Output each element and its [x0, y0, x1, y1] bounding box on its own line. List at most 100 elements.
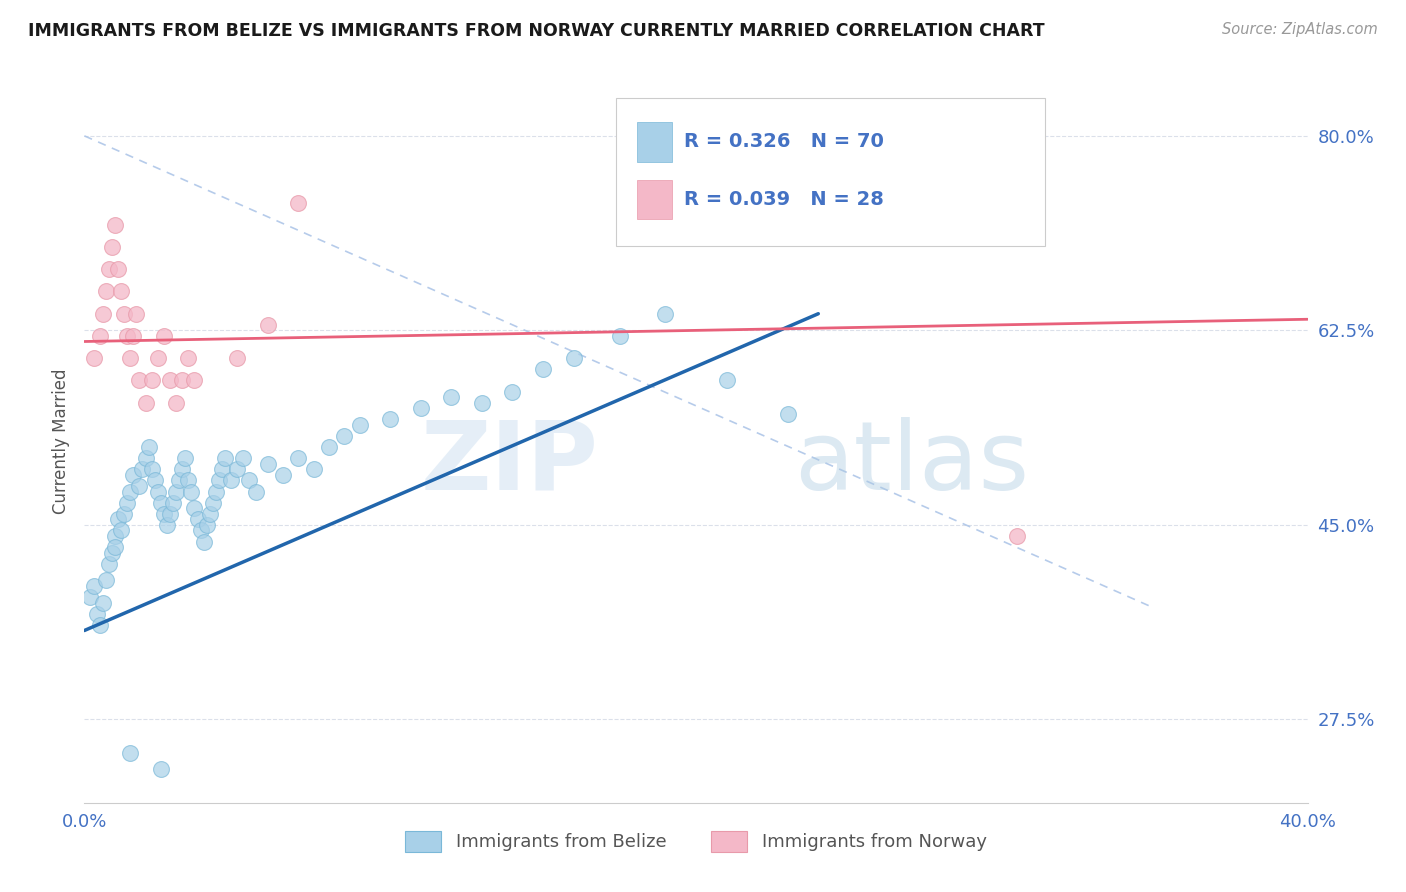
- Point: [97, 262, 120, 277]
- Point: [131, 462, 153, 476]
- Point: [115, 329, 138, 343]
- Point: [101, 240, 124, 254]
- Point: [104, 540, 127, 554]
- Y-axis label: Currently Married: Currently Married: [52, 368, 70, 515]
- Point: [162, 496, 184, 510]
- Text: R = 0.326   N = 70: R = 0.326 N = 70: [683, 132, 883, 152]
- Point: [201, 496, 224, 510]
- Point: [149, 763, 172, 777]
- Point: [257, 318, 280, 332]
- Point: [193, 534, 215, 549]
- Point: [165, 395, 187, 409]
- Point: [1005, 529, 1028, 543]
- Point: [186, 512, 208, 526]
- Point: [177, 474, 200, 488]
- Point: [502, 384, 524, 399]
- Point: [104, 218, 127, 232]
- Point: [141, 373, 163, 387]
- Point: [190, 524, 212, 538]
- Point: [125, 307, 148, 321]
- Point: [135, 395, 157, 409]
- Point: [112, 307, 135, 321]
- Point: [128, 479, 150, 493]
- Point: [91, 596, 114, 610]
- Point: [120, 351, 142, 366]
- Point: [149, 496, 172, 510]
- Point: [198, 507, 221, 521]
- Point: [167, 474, 190, 488]
- Point: [89, 618, 111, 632]
- Point: [97, 557, 120, 571]
- Point: [287, 195, 309, 210]
- Text: IMMIGRANTS FROM BELIZE VS IMMIGRANTS FROM NORWAY CURRENTLY MARRIED CORRELATION C: IMMIGRANTS FROM BELIZE VS IMMIGRANTS FRO…: [28, 22, 1045, 40]
- Point: [165, 484, 187, 499]
- Point: [531, 362, 554, 376]
- Point: [271, 467, 294, 482]
- Text: atlas: atlas: [794, 417, 1029, 509]
- Point: [245, 484, 267, 499]
- Point: [115, 496, 138, 510]
- Point: [104, 529, 127, 543]
- Point: [86, 607, 108, 621]
- Point: [302, 462, 325, 476]
- Point: [219, 474, 242, 488]
- Point: [716, 373, 738, 387]
- Point: [654, 307, 676, 321]
- Point: [141, 462, 163, 476]
- Point: [110, 285, 132, 299]
- Point: [205, 484, 228, 499]
- Point: [211, 462, 233, 476]
- Point: [110, 524, 132, 538]
- Point: [112, 507, 135, 521]
- Text: ZIP: ZIP: [420, 417, 598, 509]
- Text: Source: ZipAtlas.com: Source: ZipAtlas.com: [1222, 22, 1378, 37]
- FancyBboxPatch shape: [616, 98, 1045, 246]
- Point: [146, 351, 169, 366]
- Point: [471, 395, 494, 409]
- Point: [180, 484, 202, 499]
- Text: R = 0.039   N = 28: R = 0.039 N = 28: [683, 190, 883, 209]
- Point: [83, 351, 105, 366]
- Point: [156, 517, 179, 532]
- Point: [208, 474, 231, 488]
- Point: [609, 329, 631, 343]
- Point: [101, 546, 124, 560]
- Legend: Immigrants from Belize, Immigrants from Norway: Immigrants from Belize, Immigrants from …: [398, 823, 994, 859]
- Point: [562, 351, 585, 366]
- Point: [122, 329, 145, 343]
- Point: [153, 329, 176, 343]
- Point: [318, 440, 340, 454]
- Point: [159, 507, 181, 521]
- Point: [174, 451, 197, 466]
- Bar: [637, 179, 672, 219]
- Point: [409, 401, 432, 416]
- Point: [94, 574, 117, 588]
- Point: [333, 429, 356, 443]
- Point: [776, 407, 799, 421]
- Point: [89, 329, 111, 343]
- Point: [380, 412, 402, 426]
- Point: [177, 351, 200, 366]
- Point: [183, 501, 205, 516]
- Point: [287, 451, 309, 466]
- Point: [120, 746, 142, 760]
- Point: [153, 507, 176, 521]
- Point: [120, 484, 142, 499]
- Point: [107, 512, 129, 526]
- Point: [172, 462, 194, 476]
- Point: [226, 351, 249, 366]
- Point: [238, 474, 260, 488]
- Point: [257, 457, 280, 471]
- Point: [128, 373, 150, 387]
- Point: [232, 451, 254, 466]
- Point: [159, 373, 181, 387]
- Point: [91, 307, 114, 321]
- Bar: [637, 122, 672, 161]
- Point: [214, 451, 236, 466]
- Point: [172, 373, 194, 387]
- Point: [135, 451, 157, 466]
- Point: [107, 262, 129, 277]
- Point: [83, 579, 105, 593]
- Point: [79, 590, 101, 604]
- Point: [183, 373, 205, 387]
